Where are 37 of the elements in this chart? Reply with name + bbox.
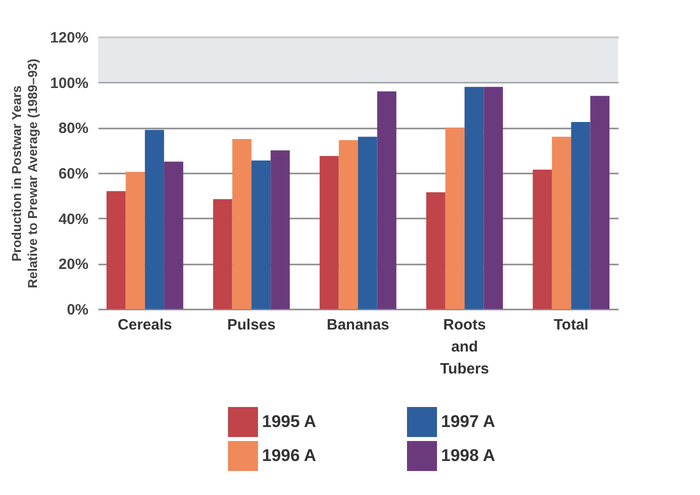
- x-tick-label: Cereals: [118, 316, 172, 334]
- bar: [232, 139, 252, 309]
- bar: [144, 130, 164, 309]
- y-tick-label: 100%: [50, 74, 88, 92]
- bar: [126, 172, 145, 309]
- bar: [377, 91, 396, 309]
- bar: [590, 96, 610, 309]
- x-tick-label: Roots and Tubers: [440, 316, 490, 378]
- legend-label: 1997 A: [441, 412, 496, 431]
- y-tick-label: 40%: [58, 210, 88, 228]
- bar: [358, 136, 378, 309]
- bar: [552, 136, 572, 309]
- y-tick-label: 80%: [58, 120, 88, 138]
- bar: [338, 140, 358, 309]
- bar: [484, 86, 503, 309]
- y-tick-label: 0%: [66, 302, 88, 318]
- bar: [213, 199, 232, 309]
- legend-label: 1996 A: [262, 446, 316, 465]
- x-tick-label: Pulses: [227, 316, 276, 334]
- y-tick-label: 20%: [58, 256, 88, 274]
- bar: [532, 170, 552, 309]
- bar: [445, 128, 465, 309]
- bar: [164, 162, 184, 309]
- y-axis-title: Production in Postwar Years Relative to Prewar Average (1989–93): [9, 58, 40, 288]
- legend-label: 1998 A: [441, 446, 496, 465]
- y-tick-label: 120%: [50, 30, 88, 46]
- x-tick-label: Total: [554, 316, 588, 334]
- bar: [251, 160, 271, 309]
- bar: [464, 86, 484, 309]
- x-tick-label: Bananas: [326, 316, 390, 334]
- y-tick-label: 60%: [58, 166, 88, 182]
- bar: [426, 192, 446, 309]
- bar: [270, 150, 290, 309]
- bar: [571, 122, 590, 309]
- bar: [106, 191, 126, 309]
- bar: [320, 156, 339, 309]
- legend-label: 1995 A: [262, 412, 316, 431]
